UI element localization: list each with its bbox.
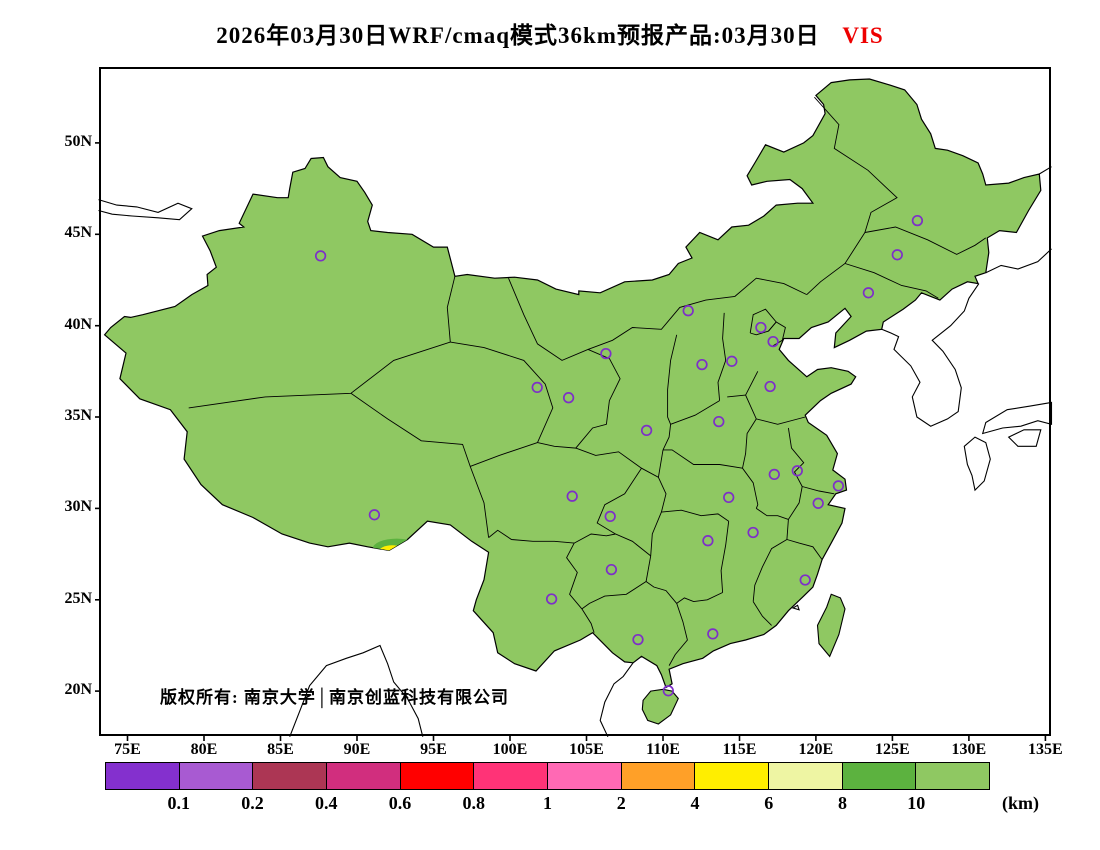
x-axis-label-95E: 95E (420, 741, 447, 758)
city-marker-kunming (545, 593, 558, 605)
province-boundaries (188, 96, 987, 666)
x-axis-label-85E: 85E (267, 741, 294, 758)
city-marker-tianjin (767, 335, 779, 348)
x-axis-label-110E: 110E (646, 741, 680, 758)
city-marker-changchun (891, 249, 903, 261)
colorbar-label-8: 8 (838, 793, 847, 813)
x-axis-label-120E: 120E (798, 741, 834, 758)
y-axis-label-40N: 40N (64, 315, 92, 333)
colorbar-segment-7 (620, 762, 696, 790)
city-marker-xian (640, 424, 653, 437)
city-marker-urumqi (314, 250, 327, 262)
colorbar-segment-0 (105, 762, 180, 790)
colorbar-label-4: 4 (690, 793, 700, 813)
colorbar-segment-1 (178, 762, 254, 790)
city-marker-haikou (662, 685, 674, 697)
y-axis-label-50N: 50N (64, 132, 92, 150)
city-marker-lanzhou (562, 392, 575, 404)
x-axis-label-115E: 115E (722, 741, 757, 758)
colorbar-segment-3 (326, 762, 401, 790)
y-axis-label-45N: 45N (64, 224, 92, 242)
colorbar-label-0.2: 0.2 (241, 793, 264, 813)
colorbar-label-1: 1 (543, 793, 552, 813)
colorbar-label-0.1: 0.1 (167, 793, 191, 813)
x-axis-label-130E: 130E (951, 741, 987, 758)
city-marker-xining (531, 381, 543, 394)
copyright-text: 版权所有: 南京大学│南京创蓝科技有限公司 (160, 688, 509, 707)
x-axis-label-80E: 80E (190, 741, 218, 758)
foreign-coastlines (98, 166, 1053, 738)
title-variable-label: VIS (842, 23, 884, 48)
city-marker-nanjing (791, 465, 803, 477)
y-axis-label-35N: 35N (64, 407, 92, 424)
city-marker-hefei (768, 468, 780, 481)
colorbar-label-6: 6 (764, 793, 774, 813)
colorbar-segment-8 (694, 762, 770, 790)
city-marker-chengdu (566, 490, 578, 502)
y-axis-label-25N: 25N (64, 589, 92, 607)
colorbar-label-0.6: 0.6 (388, 793, 412, 813)
x-axis-label-135E: 135E (1028, 741, 1063, 758)
city-marker-hangzhou (812, 497, 824, 509)
colorbar-segment-4 (399, 762, 475, 790)
colorbar-label-2: 2 (616, 793, 626, 813)
x-axis-label-100E: 100E (492, 741, 528, 758)
colorbar (105, 762, 991, 790)
city-marker-guiyang (605, 563, 618, 576)
city-marker-shanghai (832, 480, 845, 492)
city-marker-wuhan (723, 491, 735, 504)
china-landmass (103, 78, 1042, 689)
colorbar-label-10: 10 (907, 793, 926, 813)
colorbar-segment-2 (252, 762, 328, 790)
low-visibility-patch (372, 538, 421, 559)
city-marker-beijing (755, 321, 767, 334)
city-marker-hohhot (682, 305, 694, 317)
x-axis-label-90E: 90E (343, 741, 371, 758)
x-axis-label-125E: 125E (875, 741, 910, 758)
city-marker-shijiazhuang (726, 355, 738, 367)
title-text: 2026年03月30日WRF/cmaq模式36km预报产品:03月30日 (216, 23, 820, 48)
plot-frame (99, 67, 1051, 736)
city-marker-lhasa (368, 509, 381, 521)
city-marker-harbin (911, 214, 924, 227)
city-marker-fuzhou (799, 574, 811, 586)
city-marker-shenyang (862, 287, 875, 299)
city-markers (314, 214, 924, 697)
x-axis-label-75E: 75E (114, 741, 141, 758)
taiwan-island (816, 593, 846, 658)
city-marker-yinchuan (600, 347, 612, 360)
colorbar-segment-5 (473, 762, 549, 790)
x-axis-label-105E: 105E (569, 741, 604, 758)
city-marker-zhengzhou (713, 415, 725, 428)
colorbar-segment-10 (841, 762, 917, 790)
y-axis-label-30N: 30N (64, 498, 92, 516)
y-axis-label-20N: 20N (64, 681, 92, 699)
city-marker-jinan (764, 380, 776, 393)
city-marker-changsha (702, 535, 714, 547)
page-title: 2026年03月30日WRF/cmaq模式36km预报产品:03月30日 VIS (0, 16, 1100, 50)
city-marker-chongqing (604, 510, 616, 523)
colorbar-segment-6 (547, 762, 622, 790)
city-marker-nanchang (747, 526, 759, 539)
city-marker-nanning (632, 633, 644, 646)
city-marker-taiyuan (696, 358, 708, 371)
colorbar-label-0.8: 0.8 (462, 793, 486, 813)
city-marker-guangzhou (707, 628, 719, 640)
hainan-island (641, 688, 679, 725)
colorbar-segment-11 (915, 762, 991, 790)
colorbar-unit-label: (km) (1002, 793, 1039, 813)
china-visibility-map (95, 67, 1053, 741)
colorbar-label-0.4: 0.4 (315, 793, 338, 813)
colorbar-segment-9 (768, 762, 843, 790)
